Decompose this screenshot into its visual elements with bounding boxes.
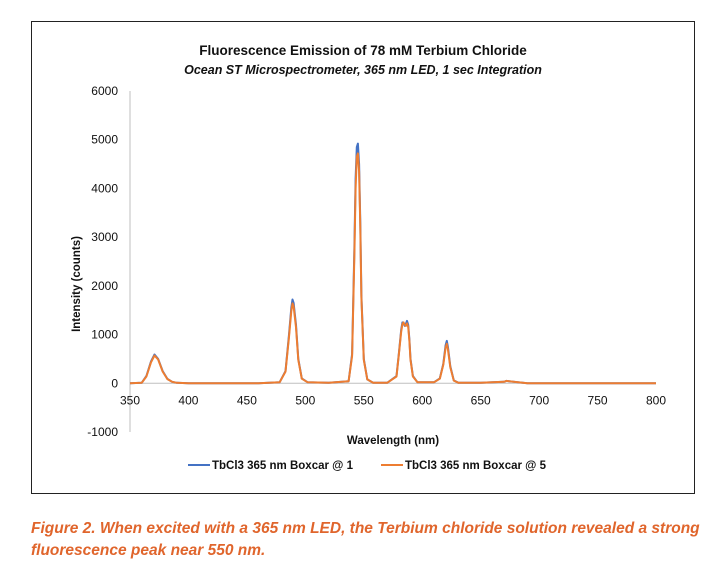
y-tick-label: 4000 <box>91 181 118 195</box>
x-tick-label: 650 <box>471 393 491 407</box>
x-tick-label: 550 <box>354 393 374 407</box>
chart-title: Fluorescence Emission of 78 mM Terbium C… <box>199 43 527 58</box>
x-tick-label: 750 <box>588 393 608 407</box>
legend-label-2: TbCl3 365 nm Boxcar @ 5 <box>405 460 547 472</box>
x-axis-label: Wavelength (nm) <box>347 435 439 447</box>
x-tick-label: 350 <box>120 393 140 407</box>
y-tick-label: 5000 <box>91 133 118 147</box>
legend: TbCl3 365 nm Boxcar @ 1 TbCl3 365 nm Boxc… <box>188 460 547 472</box>
x-tick-label: 500 <box>295 393 315 407</box>
series-line-2 <box>129 152 656 385</box>
x-tick-labels: 350 400 450 500 550 600 650 700 750 800 <box>120 393 666 407</box>
y-tick-label: 2000 <box>91 279 118 293</box>
line-chart: Fluorescence Emission of 78 mM Terbium C… <box>71 43 666 472</box>
x-tick-label: 450 <box>237 393 257 407</box>
series-lines <box>129 142 656 385</box>
chart-frame: Fluorescence Emission of 78 mM Terbium C… <box>31 21 695 494</box>
y-tick-label: -1000 <box>87 425 118 439</box>
x-tick-label: 600 <box>412 393 432 407</box>
chart-subtitle: Ocean ST Microspectrometer, 365 nm LED, … <box>184 63 542 77</box>
series-line-1 <box>129 142 656 385</box>
x-tick-label: 800 <box>646 393 666 407</box>
y-tick-label: 3000 <box>91 230 118 244</box>
y-tick-label: 6000 <box>91 84 118 98</box>
legend-label-1: TbCl3 365 nm Boxcar @ 1 <box>212 460 354 472</box>
y-tick-label: 1000 <box>91 328 118 342</box>
x-tick-label: 700 <box>529 393 549 407</box>
y-tick-labels: -1000 0 1000 2000 3000 4000 5000 6000 <box>87 84 118 439</box>
y-axis-label: Intensity (counts) <box>71 236 83 332</box>
x-tick-label: 400 <box>178 393 198 407</box>
y-tick-label: 0 <box>111 376 118 390</box>
figure-caption: Figure 2. When excited with a 365 nm LED… <box>31 520 700 559</box>
